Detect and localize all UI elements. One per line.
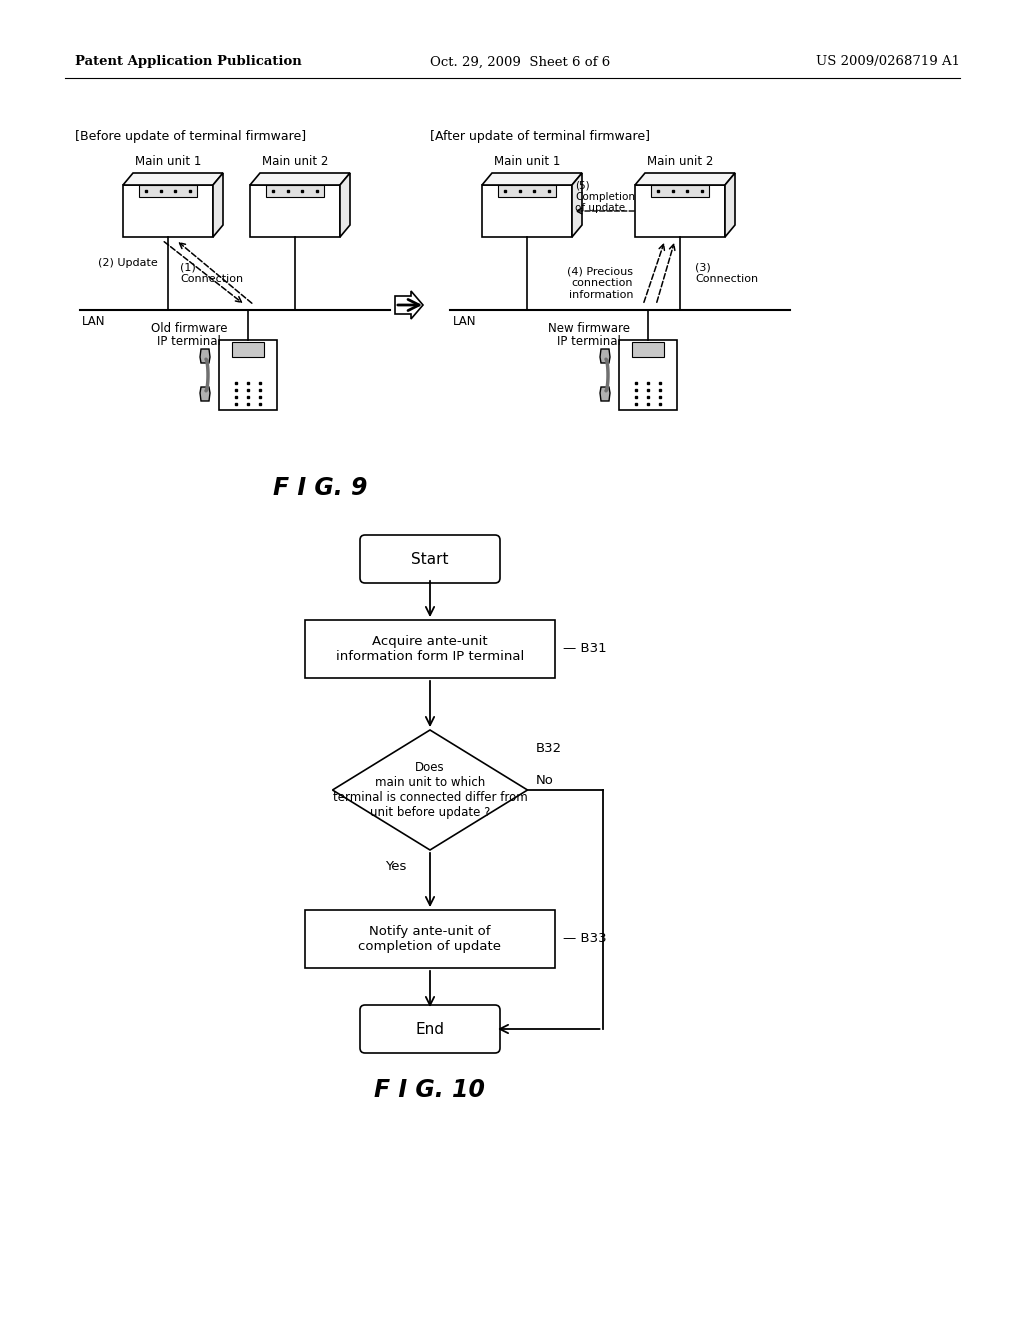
Polygon shape <box>333 730 527 850</box>
Text: Oct. 29, 2009  Sheet 6 of 6: Oct. 29, 2009 Sheet 6 of 6 <box>430 55 610 69</box>
Polygon shape <box>600 387 610 401</box>
Text: End: End <box>416 1022 444 1036</box>
Text: (4) Precious
connection
information: (4) Precious connection information <box>567 267 633 300</box>
Text: New firmware: New firmware <box>548 322 630 335</box>
Text: [Before update of terminal firmware]: [Before update of terminal firmware] <box>75 129 306 143</box>
Bar <box>123 185 213 238</box>
Polygon shape <box>482 173 582 185</box>
Bar <box>632 342 664 358</box>
Polygon shape <box>250 173 350 185</box>
Polygon shape <box>600 348 610 363</box>
Bar <box>618 341 677 411</box>
Text: Old firmware: Old firmware <box>151 322 227 335</box>
Bar <box>232 342 264 358</box>
Polygon shape <box>213 173 223 238</box>
Text: US 2009/0268719 A1: US 2009/0268719 A1 <box>816 55 961 69</box>
Bar <box>250 185 340 238</box>
Text: (2) Update: (2) Update <box>98 259 158 268</box>
Text: No: No <box>536 774 553 787</box>
Text: IP terminal: IP terminal <box>157 335 221 348</box>
Text: B32: B32 <box>536 742 561 755</box>
Text: (1)
Connection: (1) Connection <box>180 263 243 284</box>
Bar <box>498 185 556 197</box>
Bar <box>266 185 325 197</box>
FancyBboxPatch shape <box>360 535 500 583</box>
Polygon shape <box>200 348 210 363</box>
FancyBboxPatch shape <box>360 1005 500 1053</box>
Text: [After update of terminal firmware]: [After update of terminal firmware] <box>430 129 650 143</box>
FancyArrow shape <box>395 290 423 319</box>
Text: — B33: — B33 <box>563 932 606 945</box>
Text: (5)
Completion
of update: (5) Completion of update <box>575 180 635 214</box>
Text: Yes: Yes <box>385 861 407 873</box>
Text: Acquire ante-unit
information form IP terminal: Acquire ante-unit information form IP te… <box>336 635 524 663</box>
Bar <box>305 909 555 968</box>
Text: F I G. 10: F I G. 10 <box>375 1078 485 1102</box>
Bar <box>138 185 198 197</box>
Text: — B31: — B31 <box>563 643 606 656</box>
Polygon shape <box>725 173 735 238</box>
Bar <box>482 185 572 238</box>
Bar <box>650 185 710 197</box>
Text: Notify ante-unit of
completion of update: Notify ante-unit of completion of update <box>358 925 502 953</box>
Text: Main unit 2: Main unit 2 <box>262 154 328 168</box>
Text: (3)
Connection: (3) Connection <box>695 263 758 284</box>
Bar <box>219 341 278 411</box>
Polygon shape <box>340 173 350 238</box>
Text: Does
main unit to which
terminal is connected differ from
unit before update ?: Does main unit to which terminal is conn… <box>333 762 527 818</box>
Text: Main unit 1: Main unit 1 <box>494 154 560 168</box>
Text: LAN: LAN <box>82 315 105 327</box>
Text: F I G. 9: F I G. 9 <box>272 477 368 500</box>
Text: LAN: LAN <box>453 315 476 327</box>
Text: Patent Application Publication: Patent Application Publication <box>75 55 302 69</box>
Bar <box>305 620 555 678</box>
Polygon shape <box>123 173 223 185</box>
Text: Main unit 2: Main unit 2 <box>647 154 713 168</box>
Bar <box>635 185 725 238</box>
Text: IP terminal: IP terminal <box>557 335 621 348</box>
Text: Start: Start <box>412 552 449 566</box>
Polygon shape <box>200 387 210 401</box>
Text: Main unit 1: Main unit 1 <box>135 154 201 168</box>
Polygon shape <box>635 173 735 185</box>
Polygon shape <box>572 173 582 238</box>
